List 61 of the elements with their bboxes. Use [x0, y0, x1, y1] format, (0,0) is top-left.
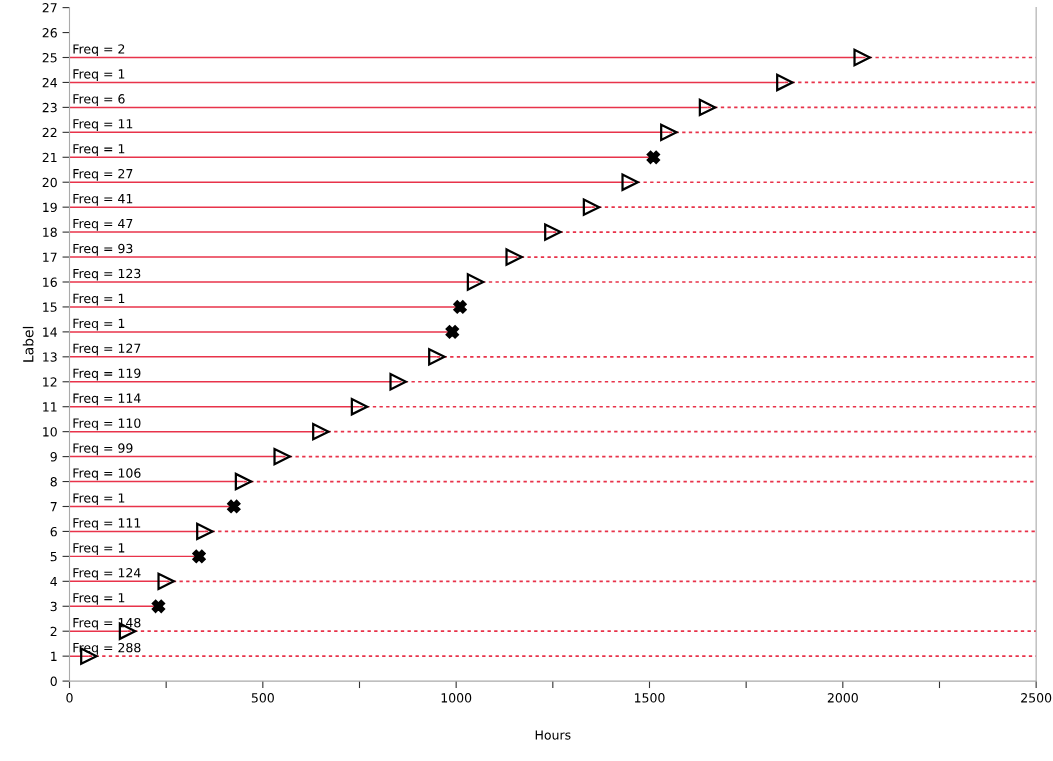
- y-tick-label: 2: [50, 626, 57, 636]
- y-tick-label: 10: [43, 427, 57, 437]
- annotation: Freq = 1: [73, 543, 125, 555]
- y-tick-label: 6: [50, 526, 57, 537]
- y-tick-label: 0: [50, 676, 57, 687]
- annotation: Freq = 99: [73, 443, 133, 456]
- annotation: Freq = 119: [73, 368, 141, 381]
- x-tick-label: 1500: [634, 693, 665, 703]
- y-tick-label: 7: [50, 502, 57, 512]
- y-tick-label: 23: [42, 102, 57, 113]
- y-tick-label: 16: [43, 277, 57, 287]
- y-tick-label: 5: [50, 552, 57, 562]
- annotation: Freq = 11: [73, 119, 133, 131]
- y-axis-title: Label: [22, 326, 34, 362]
- y-tick-label: 13: [43, 352, 57, 362]
- x-tick-label: 2000: [827, 693, 858, 703]
- annotation: Freq = 1: [73, 144, 125, 156]
- y-tick-label: 8: [50, 477, 57, 487]
- x-tick-label: 1000: [441, 693, 472, 703]
- annotation: Freq = 124: [73, 568, 141, 580]
- y-tick-label: 26: [42, 28, 57, 38]
- y-tick-label: 18: [43, 227, 57, 238]
- y-tick-label: 15: [43, 302, 57, 312]
- annotation: Freq = 1: [73, 493, 125, 506]
- y-tick-label: 3: [50, 601, 57, 612]
- y-tick-label: 19: [43, 202, 57, 213]
- annotation: Freq = 111: [73, 518, 141, 531]
- annotation: Freq = 110: [73, 418, 141, 431]
- x-axis-title: Hours: [535, 730, 571, 740]
- annotation: Freq = 1: [73, 318, 125, 331]
- annotation: Freq = 114: [73, 393, 141, 406]
- x-tick-label: 0: [66, 693, 73, 703]
- annotation: Freq = 47: [73, 219, 133, 231]
- annotation: Freq = 288: [73, 642, 141, 655]
- annotation: Freq = 41: [73, 194, 133, 206]
- y-tick-label: 11: [43, 402, 57, 412]
- y-tick-label: 24: [42, 77, 57, 88]
- annotation: Freq = 27: [73, 168, 133, 181]
- x-tick-label: 2500: [1021, 693, 1052, 703]
- annotation: Freq = 6: [73, 94, 125, 106]
- annotation: Freq = 1: [73, 293, 125, 306]
- annotation: Freq = 93: [73, 243, 133, 256]
- annotation: Freq = 123: [73, 268, 141, 281]
- annotation: Freq = 127: [73, 343, 141, 356]
- y-tick-label: 21: [42, 152, 57, 163]
- x-tick-label: 500: [251, 693, 274, 703]
- annotation: Freq = 148: [73, 617, 141, 630]
- y-tick-label: 1: [51, 651, 57, 661]
- y-tick-label: 12: [43, 377, 57, 387]
- y-tick-label: 27: [42, 3, 57, 13]
- annotation: Freq = 1: [73, 593, 125, 605]
- y-tick-label: 17: [43, 252, 57, 262]
- y-tick-label: 4: [50, 576, 57, 587]
- annotation: Freq = 2: [73, 44, 125, 57]
- y-tick-label: 20: [42, 177, 57, 188]
- annotation: Freq = 1: [73, 69, 125, 82]
- y-tick-label: 22: [42, 127, 57, 138]
- y-tick-label: 9: [50, 452, 57, 462]
- annotation: Freq = 106: [73, 468, 141, 481]
- y-tick-label: 14: [43, 327, 57, 337]
- y-tick-label: 25: [42, 52, 57, 63]
